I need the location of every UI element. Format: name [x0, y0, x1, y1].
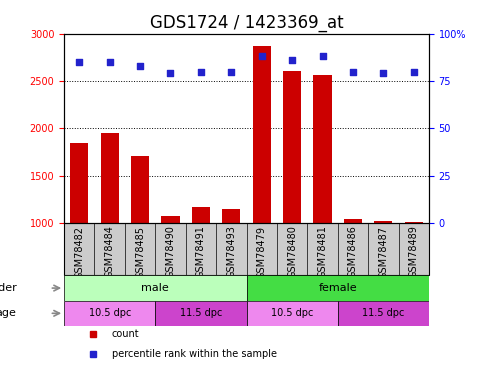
Bar — [101, 133, 119, 223]
Point — [106, 59, 113, 65]
Text: 10.5 dpc: 10.5 dpc — [89, 308, 131, 318]
Text: GSM78493: GSM78493 — [226, 225, 236, 278]
Text: GSM78481: GSM78481 — [317, 225, 327, 278]
Title: GDS1724 / 1423369_at: GDS1724 / 1423369_at — [150, 15, 343, 33]
Point — [258, 54, 266, 60]
Bar — [338, 301, 429, 326]
Text: GSM78489: GSM78489 — [409, 225, 419, 278]
Point — [380, 70, 387, 76]
Text: percentile rank within the sample: percentile rank within the sample — [111, 349, 277, 359]
Text: age: age — [0, 308, 17, 318]
Bar — [192, 207, 210, 223]
Bar — [344, 219, 362, 223]
Bar — [374, 221, 392, 223]
Bar — [283, 70, 301, 223]
Bar — [246, 276, 429, 301]
Point — [136, 63, 144, 69]
Bar — [161, 216, 179, 223]
Text: GSM78480: GSM78480 — [287, 225, 297, 278]
Bar — [64, 276, 246, 301]
Point — [349, 69, 357, 75]
Bar — [64, 301, 155, 326]
Point — [227, 69, 235, 75]
Point — [167, 70, 175, 76]
Point — [75, 59, 83, 65]
Bar — [252, 46, 271, 223]
Point — [197, 69, 205, 75]
Point — [288, 57, 296, 63]
Bar — [246, 301, 338, 326]
Text: GSM78485: GSM78485 — [135, 225, 145, 279]
Text: 11.5 dpc: 11.5 dpc — [362, 308, 404, 318]
Text: GSM78486: GSM78486 — [348, 225, 358, 278]
Text: count: count — [111, 329, 139, 339]
Text: GSM78479: GSM78479 — [257, 225, 267, 279]
Point — [410, 69, 418, 75]
Text: GSM78491: GSM78491 — [196, 225, 206, 278]
Text: gender: gender — [0, 283, 17, 293]
Text: male: male — [141, 283, 169, 293]
Text: 10.5 dpc: 10.5 dpc — [271, 308, 313, 318]
Bar — [131, 156, 149, 223]
Bar — [70, 144, 88, 223]
Bar — [405, 222, 423, 223]
Text: GSM78487: GSM78487 — [378, 225, 388, 279]
Bar — [155, 301, 246, 326]
Text: female: female — [318, 283, 357, 293]
Bar — [222, 209, 241, 223]
Text: GSM78482: GSM78482 — [74, 225, 84, 279]
Text: GSM78490: GSM78490 — [166, 225, 176, 278]
Text: 11.5 dpc: 11.5 dpc — [180, 308, 222, 318]
Point — [318, 54, 326, 60]
Text: GSM78484: GSM78484 — [105, 225, 115, 278]
Bar — [314, 75, 332, 223]
